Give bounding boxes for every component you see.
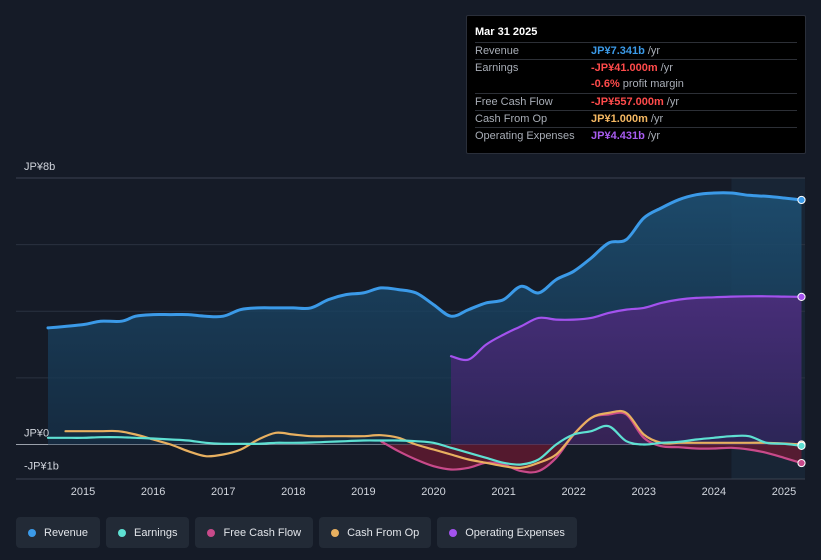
x-tick-label: 2019: [351, 486, 375, 498]
earnings-endpoint: [797, 441, 806, 450]
tooltip-label: Earnings: [475, 62, 519, 74]
x-tick-label: 2022: [561, 486, 585, 498]
tooltip-unit: /yr: [647, 45, 661, 57]
x-tick-label: 2018: [281, 486, 305, 498]
tooltip-row: Earnings -JP¥41.000m/yr: [475, 59, 797, 76]
revenue-endpoint: [797, 195, 806, 205]
series-endpoints: [797, 195, 806, 468]
tooltip-row: Revenue JP¥7.341b/yr: [475, 42, 797, 59]
legend-label: Revenue: [44, 526, 89, 539]
series-lines: [46, 191, 803, 474]
x-tick-label: 2025: [772, 486, 796, 498]
tooltip-row: Cash From Op JP¥1.000m/yr: [475, 110, 797, 127]
tooltip-unit: /yr: [666, 96, 680, 108]
legend-label: Operating Expenses: [465, 526, 565, 539]
operating-expenses-area: [451, 296, 802, 445]
tooltip-label: Operating Expenses: [475, 130, 575, 142]
x-tick-label: 2016: [141, 486, 165, 498]
tooltip-label: [475, 76, 591, 93]
tooltip-unit: profit margin: [622, 78, 684, 90]
tooltip-date: Mar 31 2025: [475, 26, 538, 38]
legend-dot-icon: [28, 528, 36, 537]
tooltip-row: Free Cash Flow -JP¥557.000m/yr: [475, 93, 797, 110]
legend-item-operating-expenses[interactable]: Operating Expenses: [437, 517, 577, 548]
tooltip-value: JP¥4.431b: [591, 130, 645, 142]
legend-label: Free Cash Flow: [223, 526, 302, 539]
series-fills: [48, 192, 802, 473]
x-tick-label: 2017: [211, 486, 235, 498]
legend-dot-icon: [118, 528, 127, 537]
legend-item-free-cash-flow[interactable]: Free Cash Flow: [195, 517, 314, 548]
tooltip-label: Free Cash Flow: [475, 96, 553, 108]
x-tick-label: 2021: [491, 486, 515, 498]
operating-expenses-endpoint: [797, 292, 806, 301]
chart: JP¥8b JP¥0 -JP¥1b 2015 2016 2017 2018 2019 2020…: [16, 161, 806, 498]
legend-dot-icon: [449, 528, 458, 537]
tooltip-value: -JP¥41.000m: [591, 62, 658, 74]
legend: Revenue Earnings Free Cash Flow Cash From O…: [16, 517, 577, 548]
free-cash-flow-endpoint: [797, 458, 806, 468]
tooltip-row: Operating Expenses JP¥4.431b/yr: [475, 127, 797, 144]
tooltip-rows: Revenue JP¥7.341b/yr Earnings -JP¥41.000m/y…: [475, 42, 797, 144]
tooltip-unit: /yr: [647, 130, 661, 142]
tooltip-value: -0.6%: [591, 78, 620, 90]
tooltip: Mar 31 2025 Revenue JP¥7.341b/yr Earnings -…: [466, 15, 806, 154]
tooltip-unit: /yr: [660, 62, 673, 74]
tooltip-value: JP¥1.000m: [591, 113, 648, 125]
x-tick-label: 2020: [421, 486, 445, 498]
x-tick-label: 2024: [702, 486, 726, 498]
tooltip-value: JP¥7.341b: [591, 45, 645, 57]
tooltip-unit: /yr: [650, 113, 664, 125]
y-tick-label: -JP¥1b: [24, 461, 59, 473]
y-axis-labels: JP¥8b JP¥0 -JP¥1b: [24, 161, 59, 473]
tooltip-row: -0.6% profit margin: [475, 76, 797, 93]
legend-dot-icon: [331, 528, 340, 537]
y-tick-label: JP¥8b: [24, 161, 55, 173]
tooltip-value: -JP¥557.000m: [591, 96, 664, 108]
legend-label: Earnings: [134, 526, 178, 539]
legend-item-cash-from-op[interactable]: Cash From Op: [319, 517, 432, 548]
x-tick-label: 2023: [632, 486, 656, 498]
legend-dot-icon: [207, 528, 216, 537]
revenue-line: [46, 191, 803, 330]
operating-expenses-line: [449, 295, 803, 362]
legend-item-revenue[interactable]: Revenue: [16, 517, 101, 548]
y-tick-label: JP¥0: [24, 428, 49, 440]
x-axis-labels: 2015 2016 2017 2018 2019 2020 2021 2022 2023 2024…: [71, 486, 796, 498]
legend-label: Cash From Op: [347, 526, 420, 539]
tooltip-label: Cash From Op: [475, 113, 548, 125]
legend-item-earnings[interactable]: Earnings: [106, 517, 190, 548]
tooltip-label: Revenue: [475, 45, 520, 57]
earnings-line: [46, 424, 803, 466]
x-tick-label: 2015: [71, 486, 95, 498]
